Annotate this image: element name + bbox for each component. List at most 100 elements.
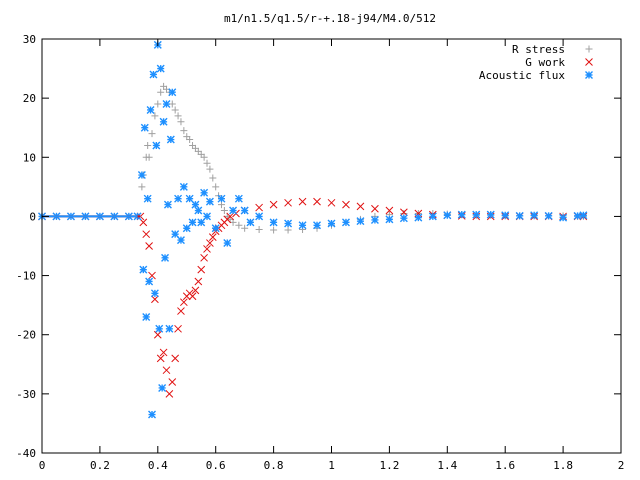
data-point xyxy=(154,100,162,108)
data-point xyxy=(573,211,582,220)
data-point xyxy=(220,207,228,215)
data-point xyxy=(269,218,278,227)
data-point xyxy=(203,212,212,221)
data-point xyxy=(298,221,307,230)
data-point xyxy=(212,183,220,191)
data-point xyxy=(145,242,153,250)
data-point xyxy=(191,286,200,295)
data-point xyxy=(185,194,194,203)
data-point xyxy=(140,123,149,132)
x-tick-label: 1.8 xyxy=(553,459,573,472)
data-point xyxy=(158,383,167,392)
y-tick-label: 30 xyxy=(23,33,36,46)
data-point xyxy=(223,239,232,248)
data-point xyxy=(162,366,171,375)
data-point xyxy=(356,202,365,211)
data-point xyxy=(165,324,174,333)
data-point xyxy=(197,218,206,227)
data-point xyxy=(400,208,408,217)
data-point xyxy=(370,215,379,224)
data-point xyxy=(209,174,217,182)
data-point xyxy=(176,236,185,245)
data-point xyxy=(139,265,148,274)
chart-axes: 0 0.2 0.4 0.6 0.8 1 1.2 1.4 1.6 1.8 2 30 20 10 0 -10 -20… xyxy=(16,33,624,472)
x-tick-label: 2 xyxy=(618,459,625,472)
data-point xyxy=(515,211,524,220)
data-point xyxy=(182,224,191,233)
data-point xyxy=(174,112,182,120)
data-point xyxy=(163,200,172,209)
data-point xyxy=(457,210,466,219)
y-tick-label: 20 xyxy=(23,92,36,105)
data-point xyxy=(161,253,170,262)
data-point xyxy=(150,289,159,298)
data-point xyxy=(327,198,336,207)
data-point xyxy=(203,245,211,253)
data-point xyxy=(151,112,159,120)
data-point xyxy=(162,100,171,109)
data-point xyxy=(145,277,154,286)
y-tick-label: 0 xyxy=(29,210,36,223)
data-point xyxy=(428,212,437,221)
data-point xyxy=(171,354,180,363)
data-point xyxy=(148,130,156,138)
data-point xyxy=(203,159,211,167)
data-point xyxy=(180,127,188,135)
data-point xyxy=(179,182,188,191)
data-point xyxy=(313,197,321,206)
data-point xyxy=(327,219,336,228)
data-point xyxy=(156,64,165,73)
legend-marker xyxy=(585,45,593,53)
data-point xyxy=(159,117,168,126)
data-point xyxy=(191,200,200,209)
data-point xyxy=(255,203,263,212)
data-point xyxy=(144,141,152,149)
legend-label: Acoustic flux xyxy=(479,69,565,82)
y-tick-label: -30 xyxy=(16,388,36,401)
y-tick-label: -10 xyxy=(16,270,36,283)
y-tick-label: -20 xyxy=(16,329,36,342)
data-point xyxy=(414,213,423,222)
data-point xyxy=(157,88,165,96)
data-point xyxy=(579,211,588,220)
data-point xyxy=(229,206,238,215)
data-point xyxy=(155,324,164,333)
data-point xyxy=(284,219,293,228)
data-point xyxy=(240,206,249,215)
data-point xyxy=(341,218,350,227)
data-point xyxy=(188,292,197,301)
data-point xyxy=(200,253,208,262)
legend-marker xyxy=(585,58,593,66)
x-tick-label: 0.8 xyxy=(264,459,284,472)
legend-label: R stress xyxy=(512,43,565,56)
data-point xyxy=(530,211,539,220)
data-point xyxy=(168,88,177,97)
data-point xyxy=(194,277,203,286)
data-point xyxy=(255,212,264,221)
data-point xyxy=(211,224,220,233)
data-point xyxy=(501,211,510,220)
x-tick-label: 0.6 xyxy=(206,459,226,472)
data-point xyxy=(143,194,152,203)
data-point xyxy=(206,239,214,247)
data-point xyxy=(234,194,243,203)
x-tick-label: 0 xyxy=(39,459,46,472)
data-point xyxy=(217,194,226,203)
data-point xyxy=(148,271,156,280)
data-point xyxy=(559,213,568,222)
x-tick-label: 1 xyxy=(328,459,335,472)
data-point xyxy=(174,324,182,333)
data-point xyxy=(472,210,481,219)
data-point xyxy=(165,390,174,398)
data-point xyxy=(205,197,214,206)
data-point xyxy=(191,144,199,152)
data-point xyxy=(197,265,206,274)
data-point xyxy=(385,206,394,215)
data-point xyxy=(371,204,379,213)
data-point xyxy=(197,150,205,158)
x-tick-label: 1.4 xyxy=(437,459,457,472)
data-point xyxy=(151,295,159,304)
series-2 xyxy=(38,40,588,419)
data-point xyxy=(152,141,161,150)
